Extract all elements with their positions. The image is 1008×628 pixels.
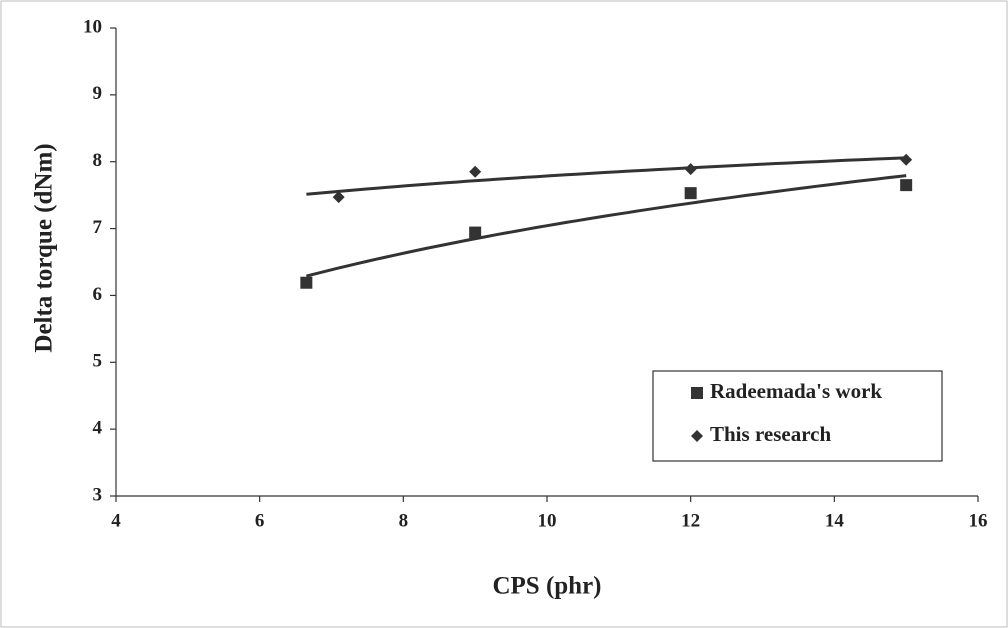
y-tick-label: 10 (83, 16, 102, 37)
y-tick-label: 3 (93, 484, 103, 505)
legend-label: Radeemada's work (710, 379, 882, 403)
marker-square (469, 226, 482, 239)
trendline (306, 156, 907, 196)
x-tick-label: 6 (255, 510, 265, 531)
marker-diamond (900, 153, 913, 166)
legend-box (652, 370, 943, 462)
x-tick-label: 10 (538, 510, 557, 531)
y-tick-label: 5 (93, 351, 103, 372)
y-axis-title: Delta torque (dNm) (31, 143, 58, 352)
marker-square (900, 179, 913, 192)
y-tick-label: 7 (93, 217, 103, 238)
marker-square (684, 187, 697, 200)
x-axis-title: CPS (phr) (492, 573, 601, 600)
y-tick-label: 4 (93, 418, 103, 439)
legend-label: This research (710, 422, 831, 446)
y-tick-label: 9 (93, 83, 103, 104)
x-tick-label: 12 (681, 510, 700, 531)
x-tick-label: 14 (825, 510, 845, 531)
x-tick-label: 4 (111, 510, 121, 531)
y-tick-label: 6 (93, 284, 103, 305)
x-tick-label: 16 (969, 510, 988, 531)
trendline (306, 174, 907, 278)
marker-diamond (691, 430, 703, 442)
marker-diamond (332, 191, 345, 204)
marker-diamond (684, 163, 697, 176)
marker-diamond (469, 165, 482, 178)
marker-square (691, 387, 703, 399)
marker-square (300, 276, 313, 289)
y-tick-label: 8 (93, 150, 103, 171)
x-tick-label: 8 (399, 510, 409, 531)
